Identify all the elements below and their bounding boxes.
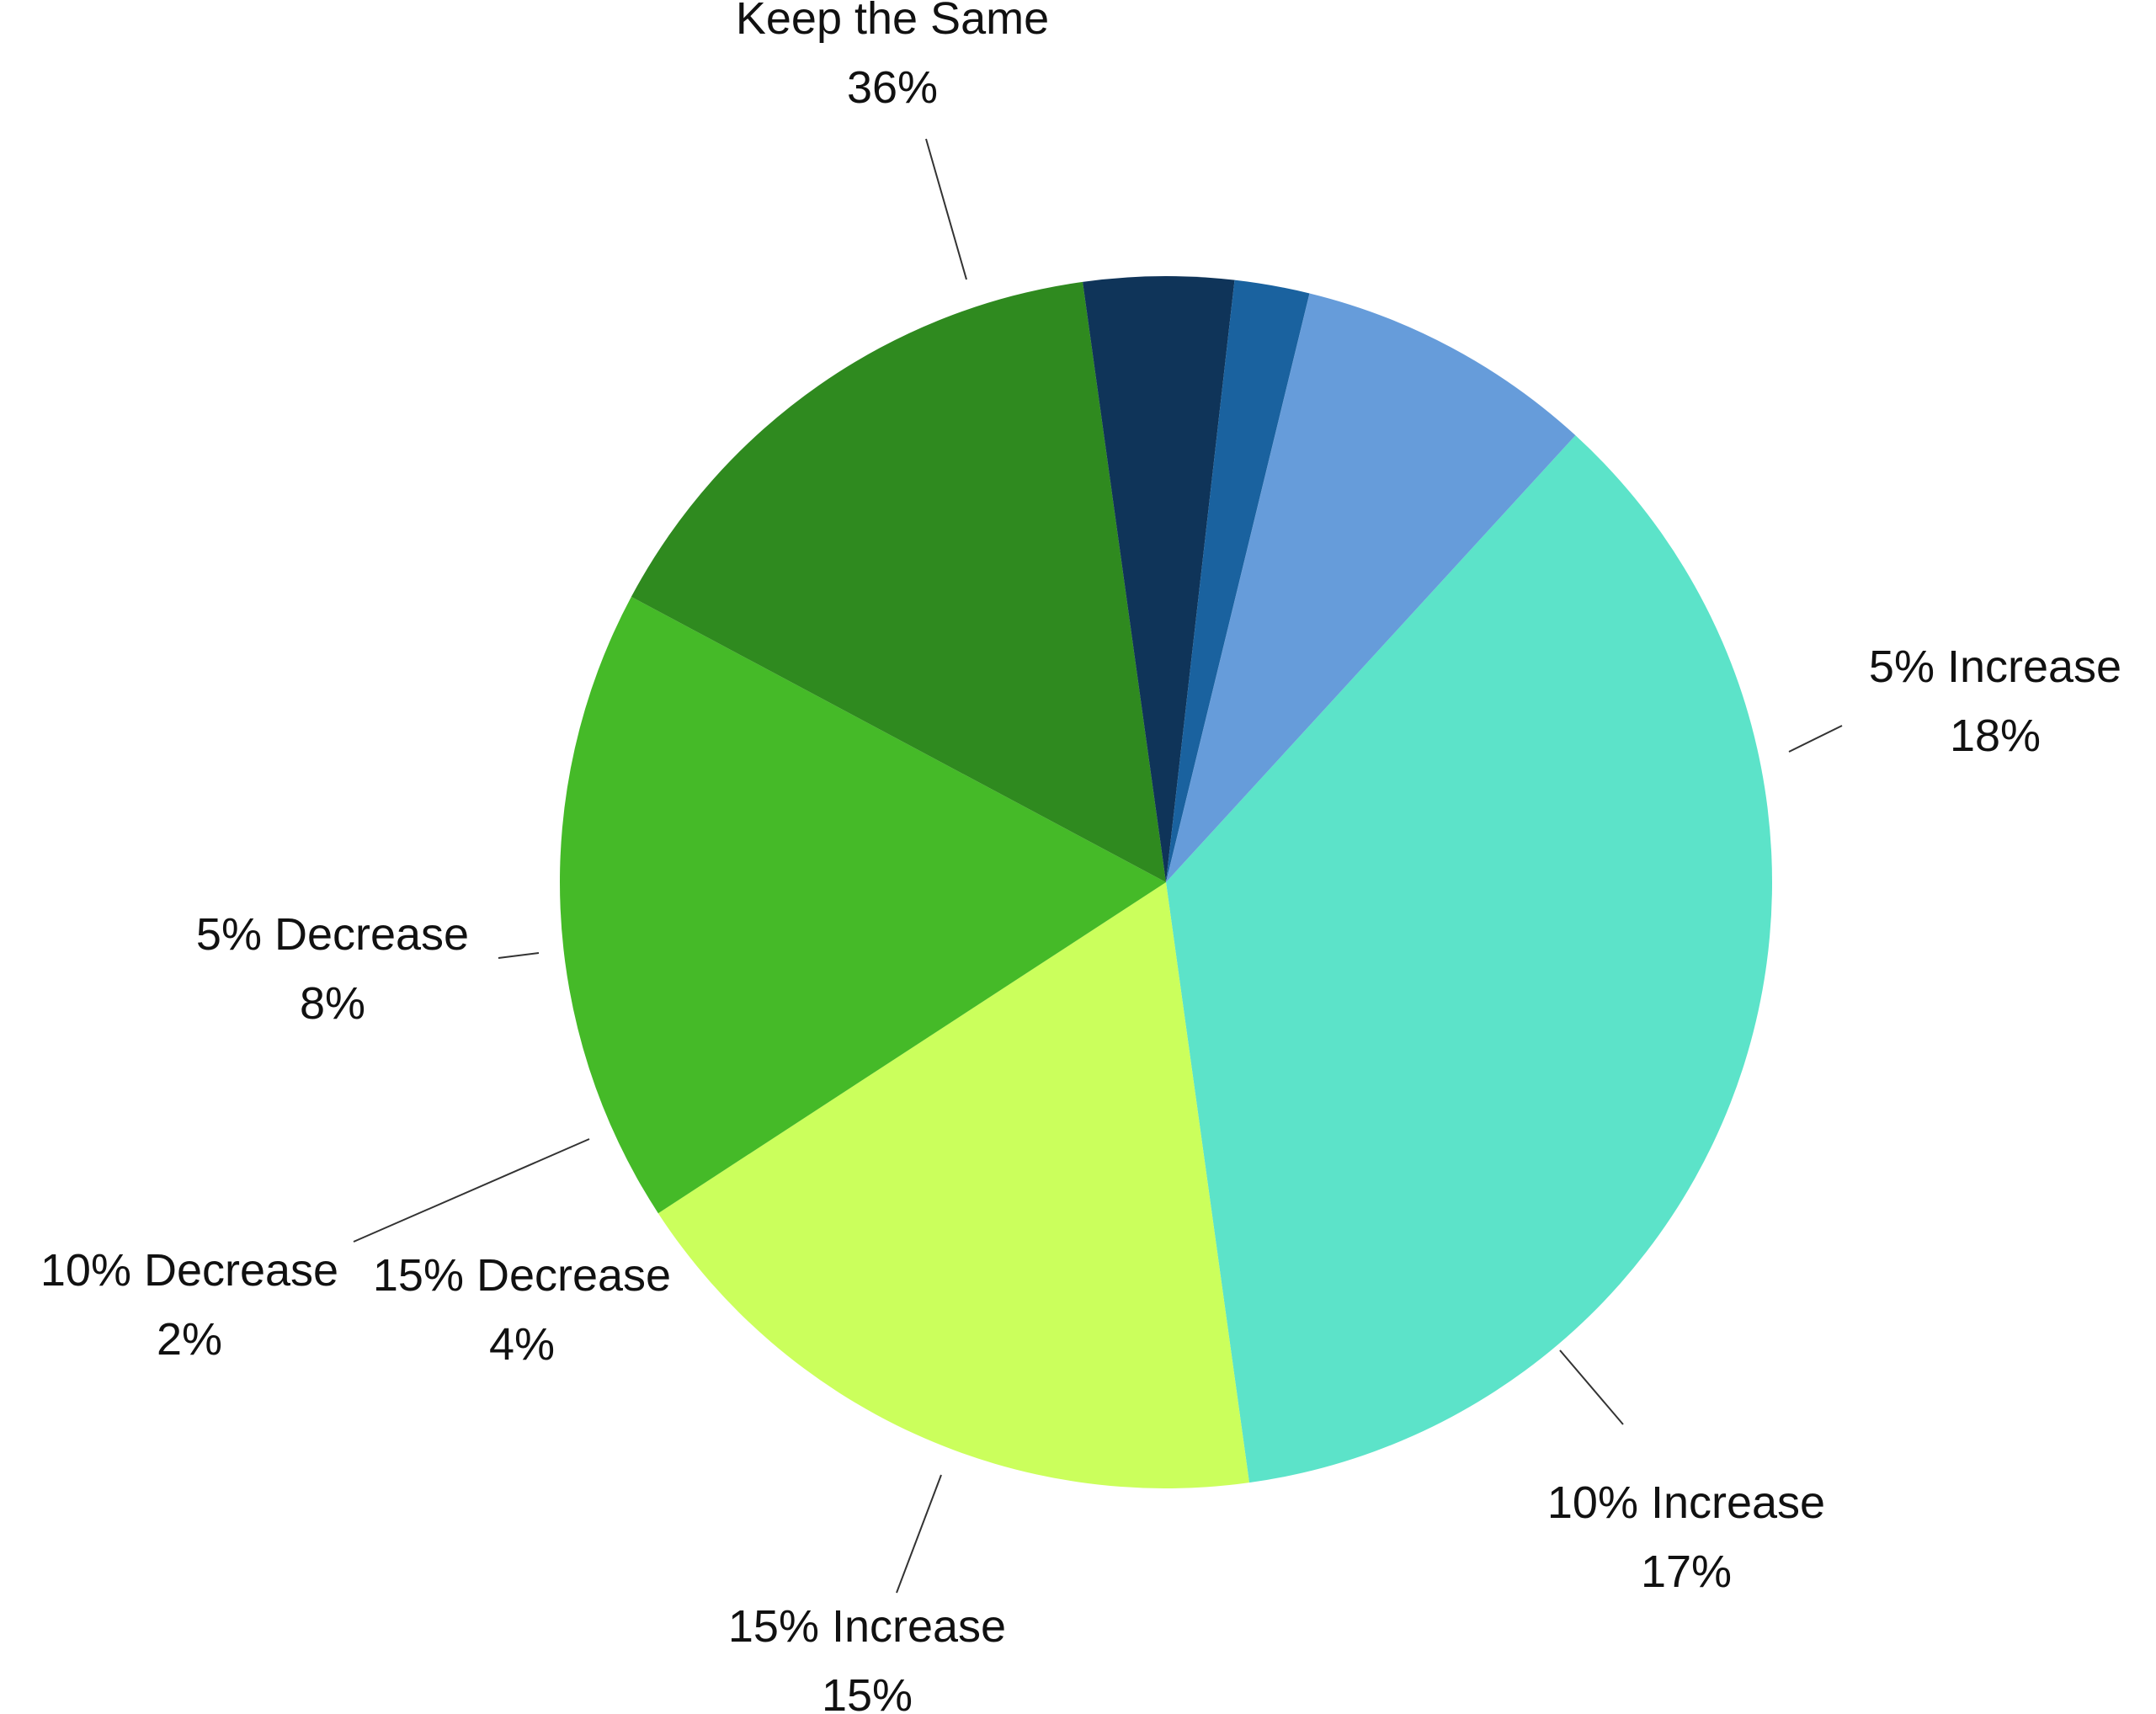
slice-label-value: 17% [1641, 1546, 1732, 1597]
pie-slice-10-increase [560, 596, 1166, 1214]
slice-label-name: 15% Increase [728, 1601, 1006, 1652]
leader-line [498, 952, 540, 959]
leader-line [1559, 1349, 1624, 1425]
slice-label-value: 8% [300, 978, 365, 1029]
slice-label-name: 5% Increase [1869, 641, 2121, 692]
slice-label-name: 10% Decrease [40, 1245, 338, 1296]
leader-line [1788, 725, 1843, 753]
slices-layer [560, 275, 1772, 1489]
pie-slice-10-decrease [1166, 279, 1310, 882]
slice-label-name: Keep the Same [736, 0, 1049, 44]
pie-slice-keep-the-same [1166, 435, 1772, 1483]
pie-slice-5-decrease [1166, 293, 1576, 883]
slice-label-value: 18% [1950, 711, 2041, 761]
slice-label-value: 15% [822, 1670, 913, 1714]
leader-line [353, 1138, 590, 1243]
leader-lines-layer [353, 138, 1843, 1594]
slice-label-name: 10% Increase [1547, 1477, 1825, 1528]
labels-layer: Keep the Same 36% 5% Increase 18% 10% Increa… [40, 0, 2121, 1714]
pie-slice-15-increase [631, 281, 1166, 883]
pie-slice-5-increase [657, 882, 1249, 1489]
pie-slice-15-decrease [1083, 275, 1235, 883]
slice-label-value: 2% [157, 1314, 222, 1365]
leader-line [896, 1474, 942, 1594]
slice-label-name: 5% Decrease [196, 909, 469, 960]
slice-label-value: 36% [847, 62, 938, 113]
slice-label-value: 4% [489, 1319, 555, 1370]
leader-line [925, 138, 967, 280]
slice-label-name: 15% Decrease [373, 1250, 671, 1301]
